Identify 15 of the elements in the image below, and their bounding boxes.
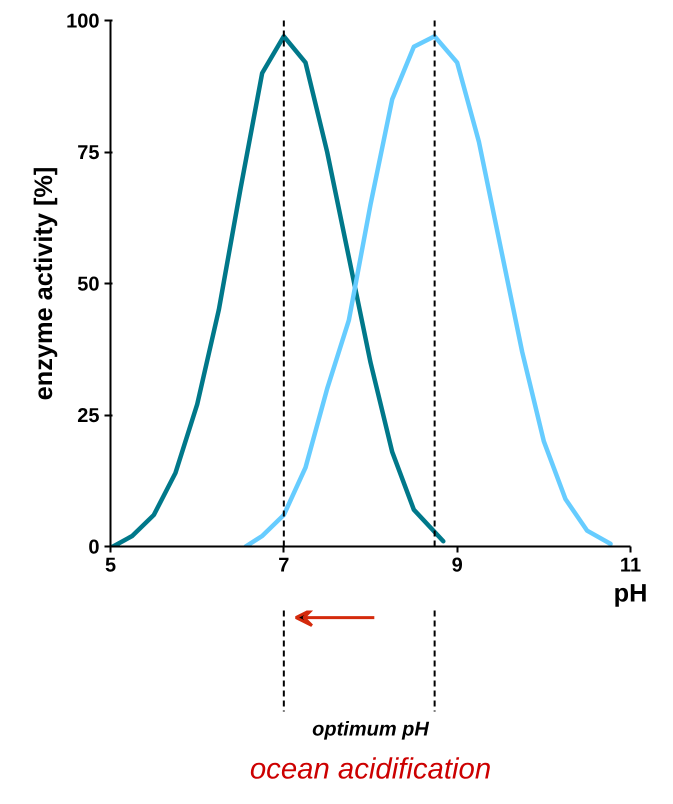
y-tick-label: 50	[77, 274, 100, 296]
x-axis-title: pH	[614, 580, 648, 608]
y-tick-label: 75	[77, 142, 100, 164]
x-tick-label: 9	[452, 554, 463, 576]
text: optimum pH	[312, 718, 430, 740]
y-tick-label: 0	[88, 536, 100, 558]
x-tick-label: 11	[620, 554, 642, 576]
y-tick-label: 100	[66, 10, 100, 32]
line-series	[110, 34, 446, 546]
x-tick-label: 5	[104, 554, 116, 576]
y-tick-label: 25	[77, 405, 100, 427]
y-axis-title: enzyme activity [%]	[30, 166, 58, 400]
line-series	[243, 34, 613, 546]
text: ocean acidification	[250, 752, 492, 786]
x-tick-label: 7	[278, 554, 290, 576]
